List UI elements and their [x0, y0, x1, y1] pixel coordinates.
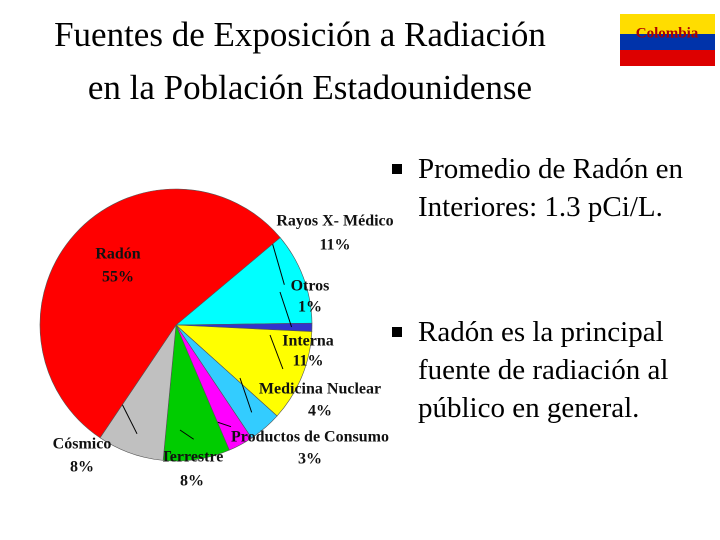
- bullet-text: Radón es la principal fuente de radiació…: [418, 316, 669, 424]
- slice-label: Rayos X- Médico: [276, 213, 393, 230]
- slice-label: Cósmico: [53, 436, 112, 453]
- bullet-text: Promedio de Radón en Interiores: 1.3 pCi…: [418, 153, 683, 223]
- slice-value: 11%: [319, 237, 350, 254]
- slice-label: Terrestre: [161, 449, 224, 466]
- pie-slice: [175, 237, 313, 326]
- slice-value: 11%: [292, 353, 323, 370]
- slice-label: Productos de Consumo: [231, 429, 389, 446]
- slice-value: 3%: [298, 451, 322, 468]
- pie-slice: [175, 324, 313, 417]
- slice-value: 55%: [102, 269, 134, 286]
- slice-value: 1%: [298, 299, 322, 316]
- logo-text: Colombia: [636, 25, 699, 41]
- slice-label: Interna: [282, 333, 334, 350]
- slice-label: Radón: [95, 246, 140, 263]
- slice-value: 4%: [308, 403, 332, 420]
- leader-line: [269, 334, 284, 370]
- leader-line: [179, 429, 194, 440]
- slice-label: Medicina Nuclear: [259, 381, 381, 398]
- bullet: Promedio de Radón en Interiores: 1.3 pCi…: [392, 150, 718, 226]
- logo: Colombia: [620, 14, 715, 66]
- pie-slice: [39, 188, 281, 439]
- title-line: Fuentes de Exposición a Radiación: [54, 15, 546, 54]
- slice-value: 8%: [70, 459, 94, 476]
- bullet: Radón es la principal fuente de radiació…: [392, 313, 718, 427]
- slice-label: Otros: [291, 278, 330, 295]
- leader-line: [239, 377, 253, 413]
- title-line: en la Población Estadounidense: [88, 68, 532, 107]
- leader-line: [119, 399, 138, 435]
- leader-line: [279, 291, 293, 328]
- slice-value: 8%: [180, 473, 204, 490]
